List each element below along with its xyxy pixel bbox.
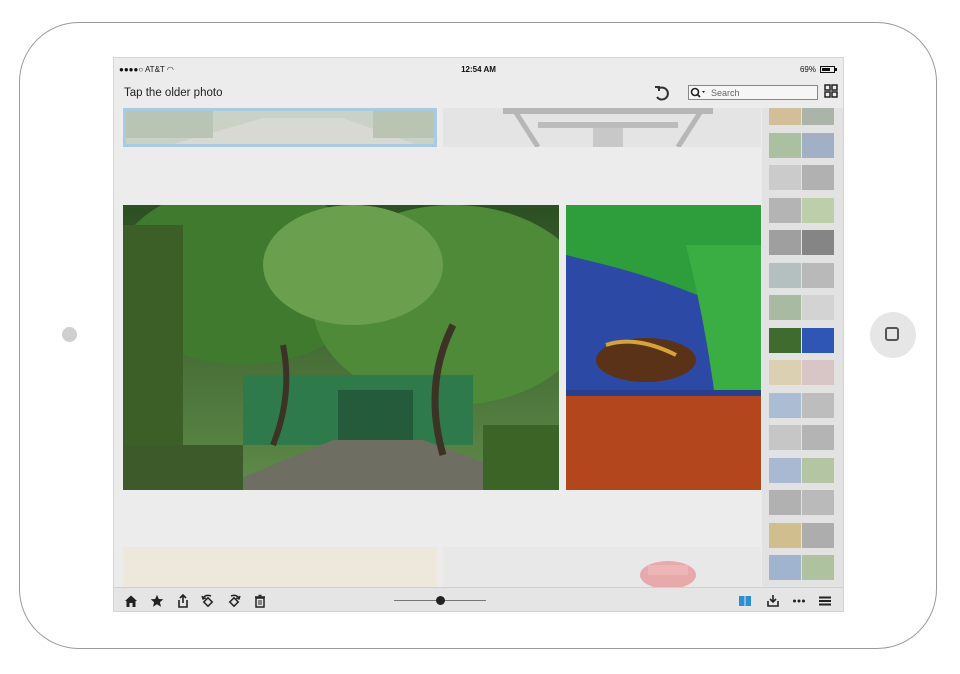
battery-status: 69% — [799, 65, 837, 74]
filmstrip-thumb-image — [769, 392, 801, 418]
filmstrip-thumb-image — [802, 425, 834, 450]
home-button-icon — [885, 327, 899, 341]
filmstrip-thumb[interactable] — [769, 392, 834, 418]
home-icon[interactable] — [124, 594, 138, 608]
clock: 12:54 AM — [461, 65, 496, 74]
filmstrip-thumb[interactable] — [769, 490, 834, 515]
filmstrip-thumb-image — [802, 392, 834, 418]
filmstrip-thumb-image — [802, 108, 834, 125]
filmstrip-thumb[interactable] — [769, 360, 834, 385]
filmstrip-thumb[interactable] — [769, 132, 834, 158]
zoom-slider[interactable] — [394, 596, 486, 605]
filmstrip-thumb[interactable] — [769, 295, 834, 320]
photo-garden-gate-image — [123, 205, 559, 490]
filmstrip-thumb-image — [802, 457, 834, 483]
star-icon[interactable] — [150, 594, 164, 608]
undo-icon[interactable] — [652, 84, 672, 104]
photo-top-left[interactable] — [123, 108, 437, 147]
search-icon — [690, 87, 705, 98]
bottom-toolbar — [114, 587, 843, 611]
trash-icon[interactable] — [253, 594, 267, 608]
header-bar: Tap the older photo — [114, 80, 843, 108]
photo-woman-hands-image — [566, 205, 761, 490]
filmstrip-thumb-image — [769, 132, 801, 158]
zoom-slider-knob[interactable] — [435, 596, 445, 605]
filmstrip-thumb-image — [769, 490, 801, 515]
photo-bottom-left-image — [123, 547, 437, 587]
filmstrip-thumb[interactable] — [769, 457, 834, 483]
photo-top-left-image — [123, 108, 437, 147]
filmstrip-thumb[interactable] — [769, 555, 834, 580]
photo-bottom-right[interactable] — [443, 547, 761, 587]
rotate-left-icon[interactable] — [201, 594, 215, 608]
filmstrip-thumb-image — [769, 555, 801, 580]
filmstrip-thumb-image — [802, 522, 834, 548]
home-button[interactable] — [870, 312, 916, 358]
filmstrip-thumb-image — [802, 262, 834, 288]
filmstrip-thumb-image — [802, 360, 834, 385]
filmstrip-thumb-image — [769, 230, 801, 255]
photo-bottom-right-image — [443, 547, 761, 587]
filmstrip-thumb-image — [769, 197, 801, 223]
carrier-text: ●●●●○ AT&T — [119, 65, 165, 74]
menu-icon[interactable] — [818, 594, 832, 608]
filmstrip-thumb[interactable] — [769, 262, 834, 288]
compare-view-icon[interactable] — [738, 594, 752, 608]
photo-woman-hands[interactable] — [566, 205, 761, 490]
filmstrip-thumb[interactable] — [769, 108, 834, 125]
wifi-icon: ◠ — [166, 65, 174, 74]
filmstrip-thumb[interactable] — [769, 230, 834, 255]
more-icon[interactable] — [792, 594, 806, 608]
filmstrip-thumb-image — [769, 425, 801, 450]
search-box[interactable] — [688, 85, 818, 100]
rotate-right-icon[interactable] — [227, 594, 241, 608]
filmstrip-thumb-image — [802, 230, 834, 255]
app-screen: ●●●●○ AT&T ◠ 12:54 AM 69% Tap the older … — [113, 57, 844, 612]
filmstrip-thumb-image — [802, 197, 834, 223]
filmstrip-thumb[interactable] — [769, 522, 834, 548]
filmstrip-thumb-image — [769, 165, 801, 190]
share-icon[interactable] — [176, 594, 190, 608]
photo-top-right-image — [443, 108, 761, 147]
filmstrip-thumb-image — [802, 327, 834, 353]
search-input[interactable] — [711, 87, 811, 98]
filmstrip-thumb[interactable] — [769, 425, 834, 450]
grid-view-icon[interactable] — [824, 84, 838, 98]
filmstrip[interactable] — [762, 108, 843, 587]
photo-bottom-left[interactable] — [123, 547, 437, 587]
filmstrip-thumb-image — [802, 165, 834, 190]
status-bar: ●●●●○ AT&T ◠ 12:54 AM 69% — [114, 58, 843, 80]
carrier-label: ●●●●○ AT&T ◠ — [119, 65, 174, 74]
filmstrip-thumb-image — [802, 555, 834, 580]
download-icon[interactable] — [766, 594, 780, 608]
photo-garden-gate[interactable] — [123, 205, 559, 490]
filmstrip-thumb[interactable] — [769, 197, 834, 223]
filmstrip-thumb-image — [769, 327, 801, 353]
battery-percent: 69% — [799, 65, 816, 74]
filmstrip-thumb-image — [802, 132, 834, 158]
photo-top-right[interactable] — [443, 108, 761, 147]
filmstrip-thumb-image — [769, 262, 801, 288]
battery-icon — [820, 66, 837, 73]
battery-fill — [822, 68, 830, 71]
page-title: Tap the older photo — [124, 87, 223, 99]
filmstrip-thumb-image — [769, 457, 801, 483]
filmstrip-thumb[interactable] — [769, 165, 834, 190]
filmstrip-thumb-image — [769, 295, 801, 320]
filmstrip-thumb[interactable] — [769, 327, 834, 353]
filmstrip-thumb-image — [769, 360, 801, 385]
filmstrip-thumb-image — [802, 295, 834, 320]
filmstrip-thumb-image — [769, 522, 801, 548]
front-camera — [62, 327, 77, 342]
filmstrip-thumb-image — [802, 490, 834, 515]
filmstrip-thumb-image — [769, 108, 801, 125]
